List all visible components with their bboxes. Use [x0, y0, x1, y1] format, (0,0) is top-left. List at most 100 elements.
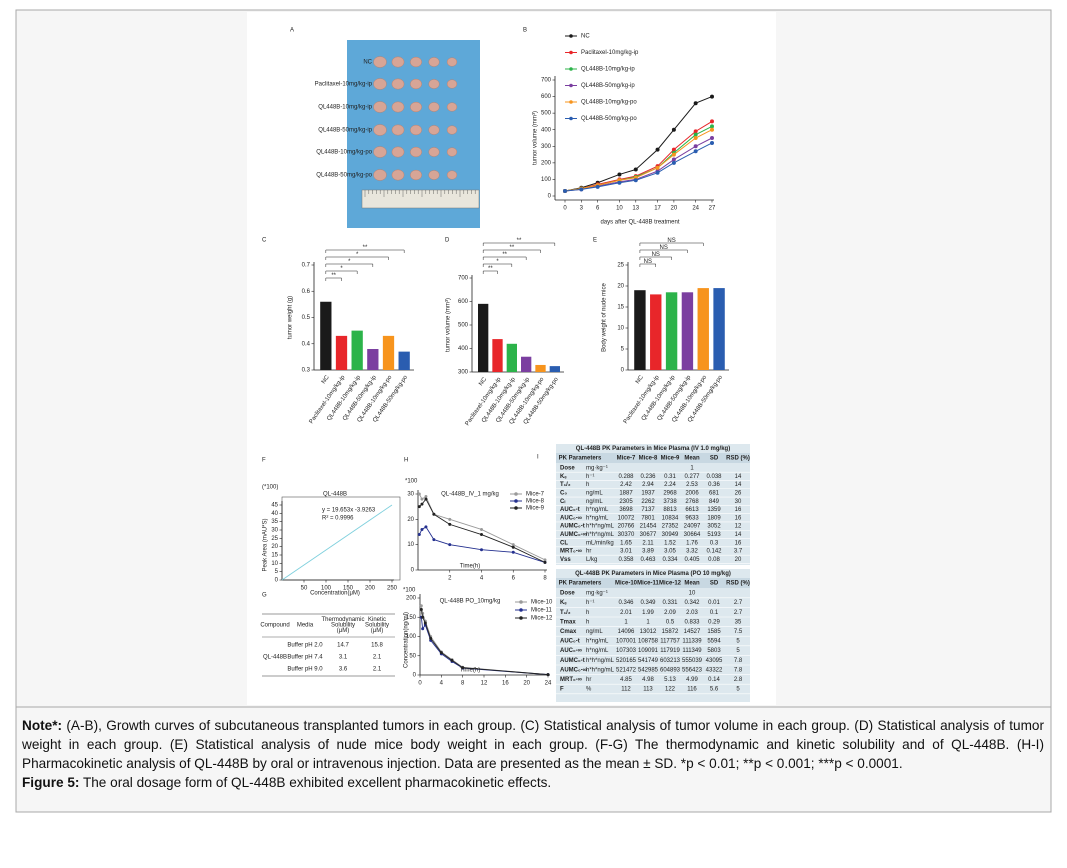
x-tick-label: 0 [418, 681, 422, 687]
table-cell: 5.13 [664, 677, 676, 683]
table-cell: AUMC₀-∞ [560, 532, 587, 538]
legend-label: Mice-12 [531, 616, 553, 622]
table-cell: hr [586, 677, 591, 683]
data-point [439, 651, 443, 655]
significance-label: ** [517, 238, 522, 244]
table-cell: 555039 [682, 658, 703, 664]
row-label: Paclitaxel-10mg/kg-ip [315, 82, 373, 88]
x-tick-label: 8 [461, 681, 465, 687]
table-cell: AUC₀-t [560, 507, 580, 513]
panel-label: G [262, 593, 267, 599]
panel-label: D [445, 238, 450, 244]
table-cell: 1.76 [686, 540, 698, 546]
data-point [693, 132, 698, 137]
row-label: NC [363, 60, 372, 66]
y-axis-label: tumor volume (mm³) [446, 298, 452, 352]
significance-bracket [482, 249, 541, 253]
bar [665, 292, 678, 370]
data-point [480, 533, 483, 537]
table-cell: 30 [735, 499, 742, 505]
table-cell: h [586, 610, 589, 616]
y-tick-label: 25 [617, 263, 624, 269]
data-point [420, 527, 424, 531]
significance-bracket [325, 263, 374, 267]
table-cell: 117919 [660, 648, 680, 654]
table-cell: AUMC₀-t [560, 658, 585, 664]
tumor [391, 169, 405, 181]
significance-bracket [639, 249, 688, 253]
y-tick-label: 700 [541, 78, 552, 84]
table-title: QL-448B PK Parameters in Mice Plasma (PO… [575, 571, 731, 577]
legend-label: Mice-11 [531, 608, 553, 614]
legend-marker [569, 67, 573, 71]
data-point [671, 147, 676, 152]
data-point [693, 101, 698, 106]
category-label: NC [478, 376, 488, 387]
legend-marker [569, 50, 573, 55]
tumor [391, 101, 405, 113]
legend-label: NC [581, 34, 590, 40]
table-cell: 0.038 [706, 474, 722, 480]
y-tick-label: 0.3 [302, 368, 311, 374]
table-header: RSD (%) [726, 456, 750, 462]
table-cell: 14 [735, 474, 742, 480]
y-tick-label: 500 [458, 323, 469, 329]
y-tick-label: 600 [458, 299, 469, 305]
table-cell: 0.277 [684, 474, 700, 480]
table-cell: ng/mL [586, 499, 603, 505]
table-header: Compound [260, 623, 289, 629]
x-tick-label: 12 [481, 681, 488, 687]
data-point [655, 170, 660, 175]
table-cell: 3738 [663, 499, 677, 505]
table-cell: mg·kg⁻¹ [586, 591, 608, 597]
x-tick-label: 6 [512, 576, 516, 582]
table-cell: Kₑ [560, 600, 567, 606]
table-cell: 20766 [618, 524, 635, 530]
bar [535, 364, 546, 372]
y-tick-label: 40 [271, 511, 278, 517]
table-cell: 0.331 [662, 600, 678, 606]
x-tick-label: 4 [440, 681, 444, 687]
table-header: PK Parameters [559, 581, 602, 587]
data-point [633, 167, 638, 172]
table-cell: Dose [560, 591, 575, 597]
legend-marker [519, 616, 523, 620]
row-label: QL448B-10mg/kg-po [316, 150, 372, 156]
table-cell: 5 [736, 687, 740, 693]
table-cell: Buffer pH 9.0 [287, 667, 323, 673]
table-cell: 2.1 [373, 667, 382, 673]
table-cell: F [560, 687, 564, 693]
table-cell: 24097 [684, 524, 701, 530]
table-header: Solubility [365, 623, 389, 629]
y-tick-label: 700 [458, 276, 469, 282]
table-cell: 7.8 [734, 658, 743, 664]
legend-label: Mice-10 [531, 600, 553, 606]
table-cell: 1 [646, 619, 650, 625]
y-tick-label: 0 [548, 194, 552, 200]
table-cell: 4.98 [642, 677, 654, 683]
y-tick-label: 0 [275, 578, 279, 584]
legend-marker [514, 506, 518, 510]
legend-label: Mice-9 [526, 506, 545, 512]
tumor [410, 124, 422, 136]
table-cell: 14527 [684, 629, 701, 635]
bar [506, 343, 517, 372]
table-cell: 30677 [640, 532, 657, 538]
bar [521, 356, 532, 372]
y-tick-label: 5 [275, 569, 279, 575]
data-point [511, 543, 515, 547]
data-point [655, 165, 660, 170]
table-cell: 2.94 [642, 482, 654, 488]
table-cell: 0.29 [708, 619, 720, 625]
x-tick-label: 3 [580, 206, 584, 212]
tumor [373, 78, 387, 90]
bar [367, 349, 379, 370]
y-tick-label: 10 [407, 542, 414, 548]
table-cell: 111339 [682, 639, 702, 645]
chart-title: QL-448B_IV_1 mg/kg [441, 492, 499, 498]
legend-marker [569, 100, 573, 104]
figure-label: Figure 5: [22, 775, 80, 790]
table-cell: h*ng/mL [586, 507, 609, 513]
tumor [391, 56, 405, 68]
table-cell: 1.65 [620, 540, 632, 546]
